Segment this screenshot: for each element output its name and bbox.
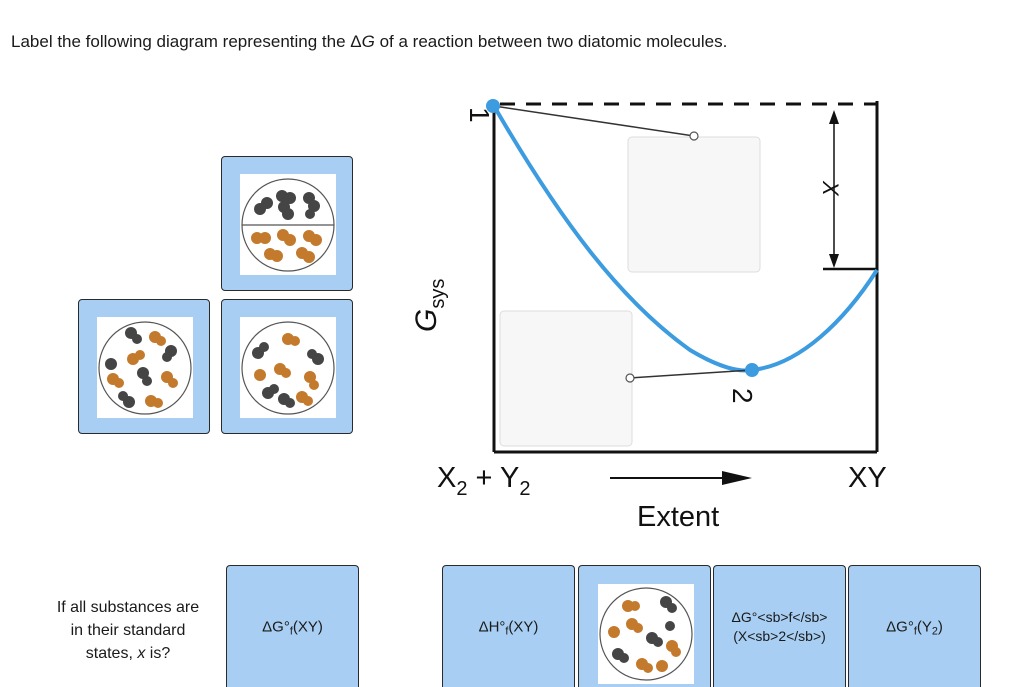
mixed-molecules-image [98, 321, 192, 415]
card-mixture-b[interactable] [221, 299, 353, 434]
card-mixture-separated[interactable] [221, 156, 353, 291]
separated-mixture-image [241, 178, 335, 272]
x-axis-label: Extent [637, 501, 719, 533]
card-dgf-x2[interactable]: ΔG°<sb>f</sb> (X<sb>2</sb>) [713, 565, 846, 687]
card-label: ΔG°f(XY) [262, 618, 323, 638]
card-image [598, 584, 694, 684]
mixed-molecules-image [241, 321, 335, 415]
reactants-label: X2 + Y2 [437, 462, 530, 500]
card-image [97, 317, 193, 418]
leader-line-2 [629, 369, 753, 379]
leader-line-1 [493, 105, 695, 137]
card-image [240, 317, 336, 418]
product-label: XY [848, 462, 887, 494]
point-2-marker [745, 363, 759, 377]
card-label: ΔH°f(XY) [478, 618, 539, 638]
drop-zone-top[interactable] [627, 136, 761, 273]
card-label: ΔG°<sb>f</sb> (X<sb>2</sb>) [731, 608, 828, 644]
standard-state-prompt: If all substances are in their standard … [56, 599, 200, 662]
y-axis-label: Gsys [410, 279, 449, 332]
card-label: ΔG°f(Y2) [886, 618, 943, 638]
card-image [240, 174, 336, 275]
arrow-head-down [829, 254, 839, 268]
point-1-marker [486, 99, 500, 113]
mixed-molecules-image [599, 587, 693, 681]
card-mixture-c[interactable] [578, 565, 711, 687]
point-1-label: 1 [464, 107, 495, 123]
x-marker-label: X [818, 180, 843, 197]
card-dhf-xy[interactable]: ΔH°f(XY) [442, 565, 575, 687]
card-mixture-a[interactable] [78, 299, 210, 434]
arrow-head-up [829, 110, 839, 124]
card-dgf-y2[interactable]: ΔG°f(Y2) [848, 565, 981, 687]
card-dgf-xy[interactable]: ΔG°f(XY) [226, 565, 359, 687]
point-2-label: 2 [727, 388, 758, 404]
question-text: Label the following diagram representing… [11, 32, 728, 51]
extent-arrow-head [722, 471, 752, 485]
drop-zone-bottom[interactable] [499, 310, 633, 447]
